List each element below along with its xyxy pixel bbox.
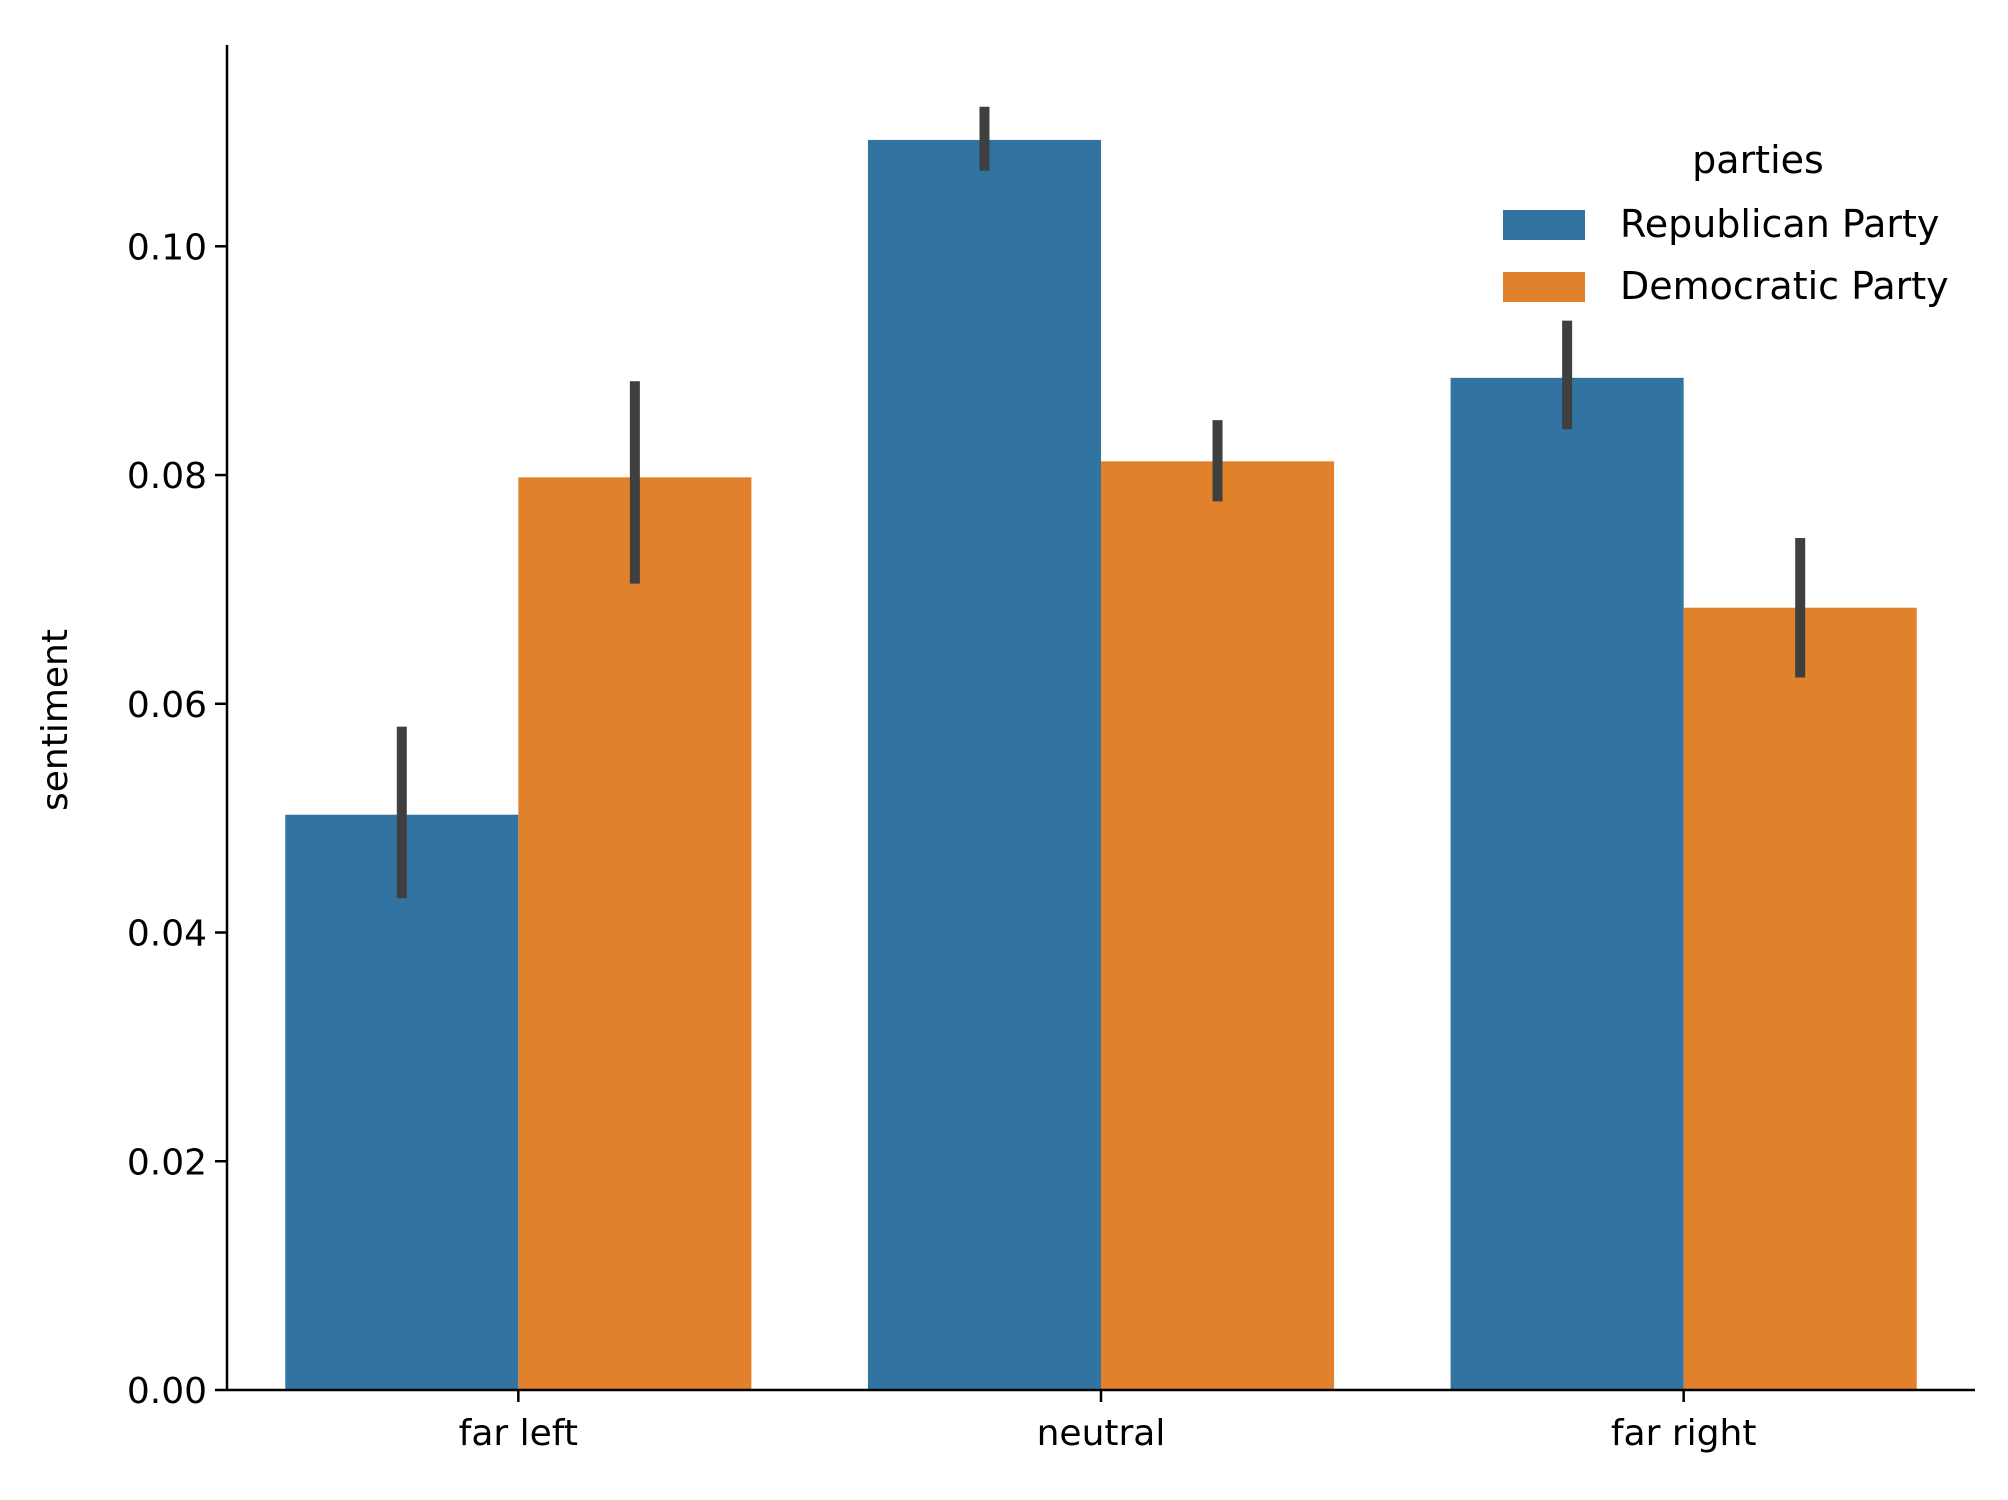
bar-1-0 [518, 477, 752, 1391]
legend-swatch-1 [1503, 272, 1585, 302]
bar-0-1 [867, 139, 1101, 1390]
y-ticks-group: 0.00 0.02 0.04 0.06 0.08 0.10 [127, 227, 227, 1412]
bar-1-1 [1101, 461, 1335, 1390]
bars-group [285, 139, 1917, 1391]
x-tick-label: far left [459, 1413, 578, 1454]
x-ticks-group: far left neutral far right [459, 1390, 1757, 1454]
y-axis-label: sentiment [35, 629, 76, 811]
y-tick-label: 0.08 [127, 456, 207, 497]
legend-label-1: Democratic Party [1620, 264, 1949, 308]
legend-label-0: Republican Party [1620, 202, 1939, 246]
legend-items: Republican Party Democratic Party [1503, 202, 1949, 308]
legend: parties Republican Party Democratic Party [1503, 138, 1949, 308]
x-tick-label: far right [1611, 1413, 1757, 1454]
legend-swatch-0 [1503, 210, 1585, 240]
y-tick-label: 0.02 [127, 1142, 207, 1183]
bar-1-2 [1683, 607, 1917, 1390]
y-tick-label: 0.04 [127, 914, 207, 955]
bar-0-2 [1450, 377, 1684, 1391]
y-tick-label: 0.10 [127, 227, 207, 268]
legend-title: parties [1692, 138, 1824, 182]
error-bars-group [396, 106, 1806, 899]
bar-0-0 [285, 814, 519, 1390]
y-tick-label: 0.00 [127, 1371, 207, 1412]
y-tick-label: 0.06 [127, 685, 207, 726]
x-tick-label: neutral [1037, 1413, 1166, 1454]
